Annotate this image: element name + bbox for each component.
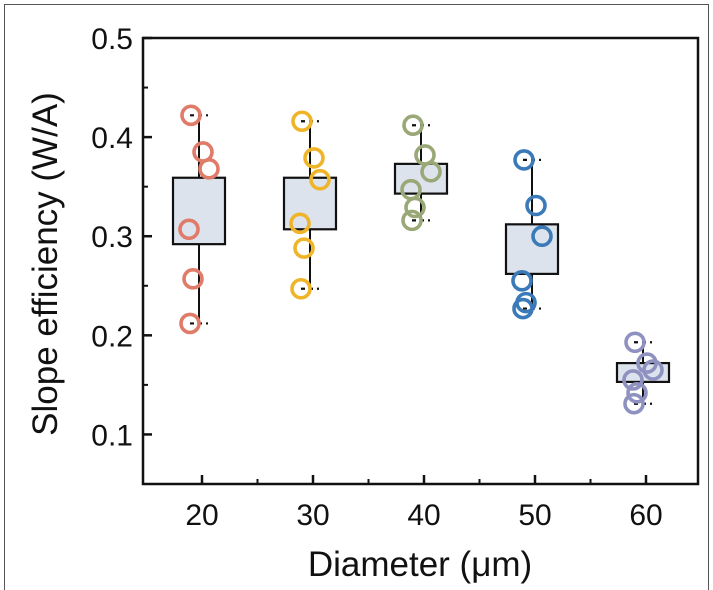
data-point [513, 149, 535, 171]
data-point [626, 382, 648, 404]
data-point [290, 277, 312, 300]
data-point [182, 268, 204, 290]
figure-frame [4, 4, 709, 590]
x-tick-label: 50 [518, 499, 551, 532]
data-point [642, 359, 664, 381]
y-tick-label: 0.4 [91, 122, 133, 155]
data-point [525, 194, 547, 217]
data-point [293, 237, 315, 259]
data-point [303, 147, 325, 169]
data-point [309, 168, 331, 191]
data-point [404, 196, 426, 219]
data-point [512, 297, 534, 320]
x-tick-label: 20 [185, 499, 218, 532]
data-point [179, 312, 201, 335]
data-point [401, 209, 423, 232]
data-point [198, 158, 220, 180]
boxes [171, 104, 671, 415]
box-group-60 [615, 331, 671, 415]
box-group-30 [282, 110, 338, 300]
data-point [180, 104, 202, 127]
y-axis: 0.1 0.2 0.3 0.4 0.5 [91, 23, 152, 452]
data-point [531, 225, 553, 248]
box-group-50 [504, 149, 560, 320]
data-point [291, 110, 313, 133]
data-point [511, 270, 533, 292]
y-tick-label: 0.5 [91, 23, 133, 56]
data-point [420, 161, 442, 183]
y-tick-label: 0.2 [91, 320, 133, 353]
data-point [622, 369, 644, 391]
box-group-40 [393, 114, 449, 232]
y-tick-label: 0.3 [91, 221, 133, 254]
x-tick-label: 60 [629, 499, 662, 532]
y-tick-label: 0.1 [91, 419, 133, 452]
data-point [624, 331, 646, 354]
y-axis-title: Slope efficiency (W/A) [26, 92, 65, 436]
x-tick-label: 40 [407, 499, 440, 532]
data-point [289, 212, 311, 235]
box-group-20 [171, 104, 227, 335]
data-point [178, 218, 200, 241]
x-tick-label: 30 [296, 499, 329, 532]
data-point [623, 392, 645, 415]
plot-area [141, 36, 700, 486]
x-axis: 20 30 40 50 60 [185, 475, 663, 532]
x-axis-title: Diameter (μm) [308, 545, 532, 584]
data-point [402, 114, 424, 137]
